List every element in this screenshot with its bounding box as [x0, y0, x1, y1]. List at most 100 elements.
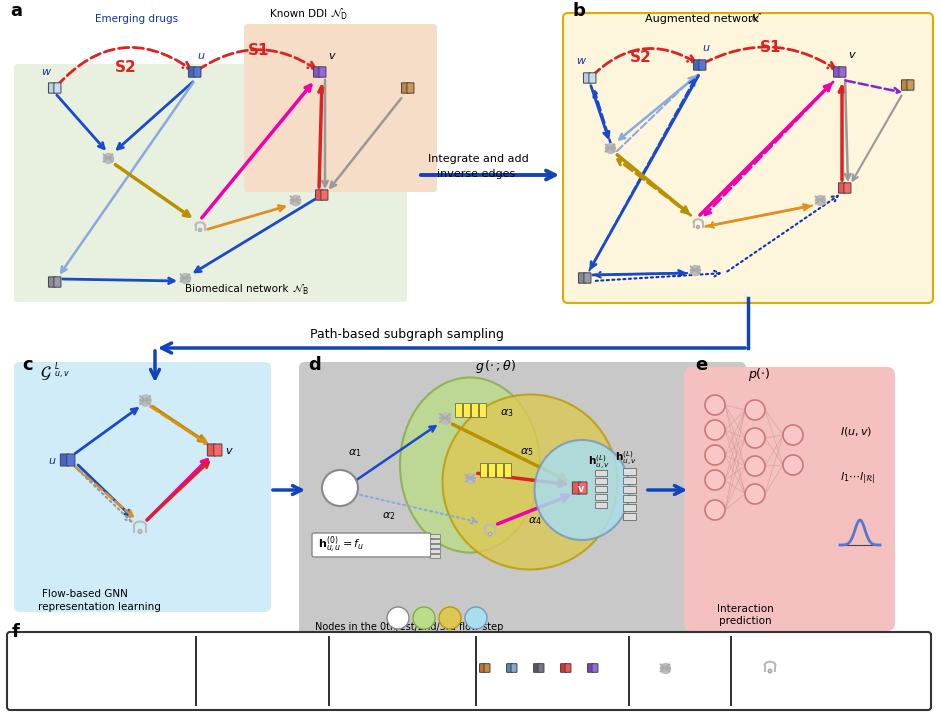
Bar [623, 504, 636, 511]
FancyBboxPatch shape [188, 67, 196, 77]
Text: $\mathcal{N}$: $\mathcal{N}$ [292, 282, 306, 294]
Text: w: w [41, 67, 50, 77]
Text: $\mathbf{h}^{(L)}_{u,v}$: $\mathbf{h}^{(L)}_{u,v}$ [615, 450, 637, 468]
Text: v: v [225, 446, 231, 456]
FancyBboxPatch shape [321, 190, 328, 200]
Text: Flow-based GNN: Flow-based GNN [42, 589, 128, 599]
Text: $\alpha_4$: $\alpha_4$ [528, 515, 541, 527]
Text: Augmented network: Augmented network [645, 14, 762, 24]
Text: b: b [572, 2, 585, 20]
Bar [430, 539, 440, 543]
FancyBboxPatch shape [67, 454, 75, 466]
Bar [195, 636, 196, 706]
Circle shape [745, 484, 765, 504]
FancyBboxPatch shape [565, 664, 571, 672]
FancyBboxPatch shape [244, 24, 437, 192]
FancyBboxPatch shape [208, 444, 215, 456]
Bar [475, 636, 477, 706]
FancyBboxPatch shape [592, 664, 598, 672]
FancyBboxPatch shape [694, 60, 700, 70]
Circle shape [768, 669, 772, 673]
Circle shape [198, 228, 201, 231]
FancyBboxPatch shape [401, 83, 409, 93]
Text: $\mathbf{h}^{(L)}_{u,v}$: $\mathbf{h}^{(L)}_{u,v}$ [588, 454, 610, 472]
FancyBboxPatch shape [572, 482, 581, 494]
FancyBboxPatch shape [479, 664, 485, 672]
Text: d: d [308, 356, 321, 374]
Bar [463, 403, 470, 417]
Text: $^L_{u,v}$: $^L_{u,v}$ [54, 360, 70, 382]
Bar [488, 463, 495, 477]
Text: u: u [197, 51, 204, 61]
FancyBboxPatch shape [584, 273, 591, 283]
Bar [430, 554, 440, 558]
Text: D: D [225, 653, 231, 662]
FancyBboxPatch shape [213, 444, 222, 456]
FancyBboxPatch shape [538, 664, 544, 672]
Bar [328, 636, 330, 706]
FancyBboxPatch shape [560, 664, 567, 672]
Circle shape [705, 470, 725, 490]
FancyBboxPatch shape [484, 664, 490, 672]
Bar [480, 463, 487, 477]
FancyBboxPatch shape [579, 482, 587, 494]
Text: S2: S2 [630, 50, 651, 65]
FancyBboxPatch shape [684, 367, 895, 631]
Text: prediction: prediction [719, 616, 772, 626]
Circle shape [488, 532, 492, 536]
Bar [430, 544, 440, 548]
FancyBboxPatch shape [316, 190, 322, 200]
Ellipse shape [443, 395, 618, 569]
Text: representation learning: representation learning [38, 602, 161, 612]
Text: Path-based subgraph sampling: Path-based subgraph sampling [310, 328, 504, 341]
Text: v: v [578, 484, 584, 494]
FancyBboxPatch shape [844, 183, 851, 193]
Text: a: a [10, 2, 22, 20]
Text: D: D [340, 12, 346, 21]
FancyBboxPatch shape [60, 454, 69, 466]
Text: u: u [48, 456, 55, 466]
FancyBboxPatch shape [313, 67, 321, 77]
Text: $\alpha_2$: $\alpha_2$ [382, 510, 396, 522]
Text: Diseases: Diseases [738, 637, 785, 647]
Circle shape [745, 400, 765, 420]
Circle shape [745, 456, 765, 476]
Text: Genes: Genes [638, 637, 671, 647]
FancyBboxPatch shape [838, 183, 845, 193]
Text: v: v [848, 50, 854, 60]
Circle shape [138, 530, 142, 533]
Text: c: c [22, 356, 33, 374]
Text: inverse edges: inverse edges [437, 169, 515, 179]
Bar [471, 403, 478, 417]
Bar [595, 486, 607, 492]
FancyBboxPatch shape [14, 64, 407, 302]
Circle shape [413, 607, 435, 629]
Text: $g\,(\cdot\,;\theta)$: $g\,(\cdot\,;\theta)$ [475, 358, 516, 375]
FancyBboxPatch shape [511, 664, 517, 672]
Text: $I(u,v)$: $I(u,v)$ [840, 425, 872, 438]
Circle shape [783, 455, 803, 475]
Circle shape [439, 607, 461, 629]
Bar [595, 478, 607, 484]
FancyBboxPatch shape [588, 73, 596, 83]
FancyBboxPatch shape [49, 277, 55, 287]
Bar [595, 470, 607, 476]
FancyBboxPatch shape [838, 67, 846, 77]
Text: B: B [302, 287, 307, 296]
Text: Drugs: Drugs [483, 637, 518, 647]
Text: $\mathcal{G}$: $\mathcal{G}$ [40, 364, 52, 382]
FancyBboxPatch shape [407, 83, 414, 93]
FancyBboxPatch shape [834, 67, 840, 77]
Bar [623, 468, 636, 475]
FancyBboxPatch shape [588, 664, 593, 672]
FancyBboxPatch shape [699, 60, 706, 70]
Text: $\mathbf{h}^{(0)}_{u,u}=f_u$: $\mathbf{h}^{(0)}_{u,u}=f_u$ [318, 535, 365, 556]
Bar [430, 549, 440, 553]
Text: S1: S1 [248, 43, 270, 58]
Circle shape [705, 500, 725, 520]
Text: u: u [337, 481, 344, 495]
Text: in $\mathcal{N}$: in $\mathcal{N}$ [202, 648, 227, 660]
Circle shape [322, 470, 358, 506]
Text: v: v [328, 51, 335, 61]
Text: u: u [702, 43, 709, 53]
